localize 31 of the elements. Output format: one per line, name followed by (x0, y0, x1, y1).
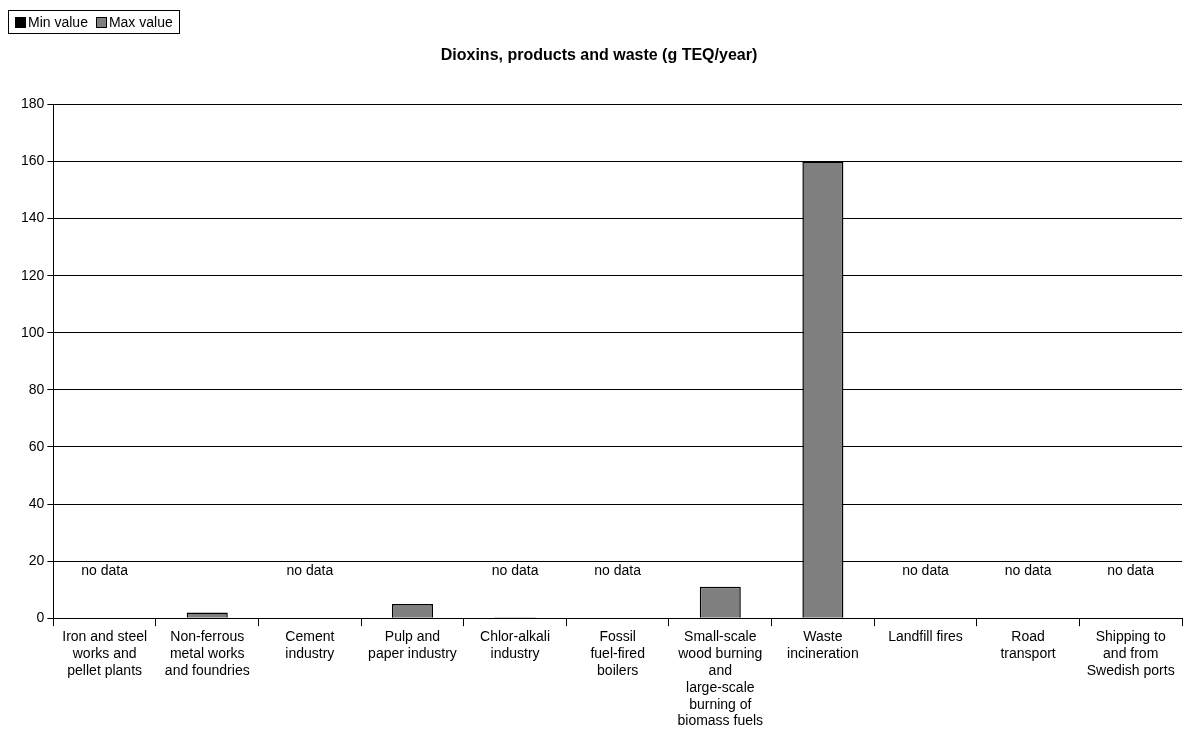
x-tick-label: Waste incineration (787, 628, 859, 662)
annotation: no data (81, 562, 129, 579)
x-tick-label: Chlor-alkali industry (480, 628, 551, 662)
annotation: no data (594, 562, 642, 579)
x-tick-label: Shipping to and from Swedish ports (1086, 628, 1175, 679)
x-tick-label: Small-scale wood burning and large-scale burning of biomass fuels (677, 628, 764, 729)
y-tick-label: 0 (36, 609, 45, 626)
y-tick-label: 60 (28, 437, 45, 454)
x-tick-label: Pulp and paper industry (368, 628, 457, 662)
x-tick-label: Landfill fires (888, 628, 963, 645)
annotation: no data (491, 562, 539, 579)
y-tick-label: 160 (21, 152, 45, 169)
y-tick-label: 40 (28, 494, 45, 511)
y-tick-label: 120 (21, 266, 45, 283)
legend-label: Max value (108, 14, 173, 30)
chart-title: Dioxins, products and waste (g TEQ/year) (439, 46, 759, 64)
x-tick-label: Non-ferrous metal works and foundries (164, 628, 250, 679)
y-tick-label: 140 (21, 209, 45, 226)
annotation: no data (1107, 562, 1155, 579)
y-tick-label: 20 (28, 551, 45, 568)
y-tick-label: 180 (21, 95, 45, 112)
x-tick-label: Road transport (1000, 628, 1056, 662)
x-tick-label: Cement industry (285, 628, 335, 662)
legend-label: Min value (28, 14, 88, 30)
x-tick-label: Iron and steel works and pellet plants (62, 628, 148, 679)
y-tick-label: 100 (21, 323, 45, 340)
y-tick-label: 80 (28, 380, 45, 397)
x-tick-label: Fossil fuel-fired boilers (590, 628, 645, 679)
annotation: no data (1004, 562, 1052, 579)
annotation: no data (902, 562, 950, 579)
annotation: no data (286, 562, 334, 579)
